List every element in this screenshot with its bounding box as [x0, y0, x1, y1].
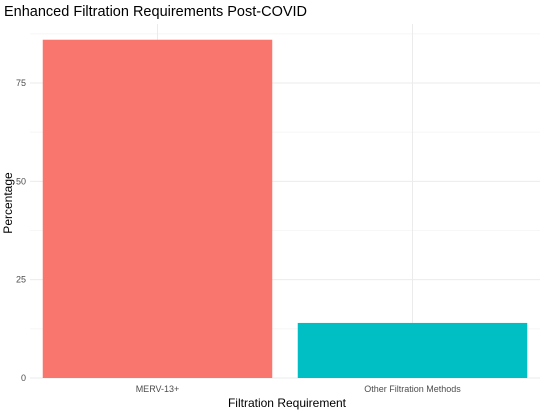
x-axis-title: Filtration Requirement	[228, 396, 347, 410]
bar-merv-13	[42, 39, 273, 378]
y-tick-label: 75	[16, 78, 26, 88]
y-tick-labels: 0 25 50 75	[16, 78, 26, 383]
x-tick-label: Other Filtration Methods	[364, 384, 461, 394]
bars	[42, 39, 528, 378]
x-tick-label: MERV-13+	[136, 384, 180, 394]
y-tick-label: 50	[16, 176, 26, 186]
x-tick-labels: MERV-13+ Other Filtration Methods	[136, 384, 462, 394]
bar-other-filtration-methods	[297, 322, 528, 378]
chart-title: Enhanced Filtration Requirements Post-CO…	[4, 4, 307, 20]
y-axis-title: Percentage	[1, 172, 15, 234]
y-tick-label: 25	[16, 275, 26, 285]
y-tick-label: 0	[21, 373, 26, 383]
